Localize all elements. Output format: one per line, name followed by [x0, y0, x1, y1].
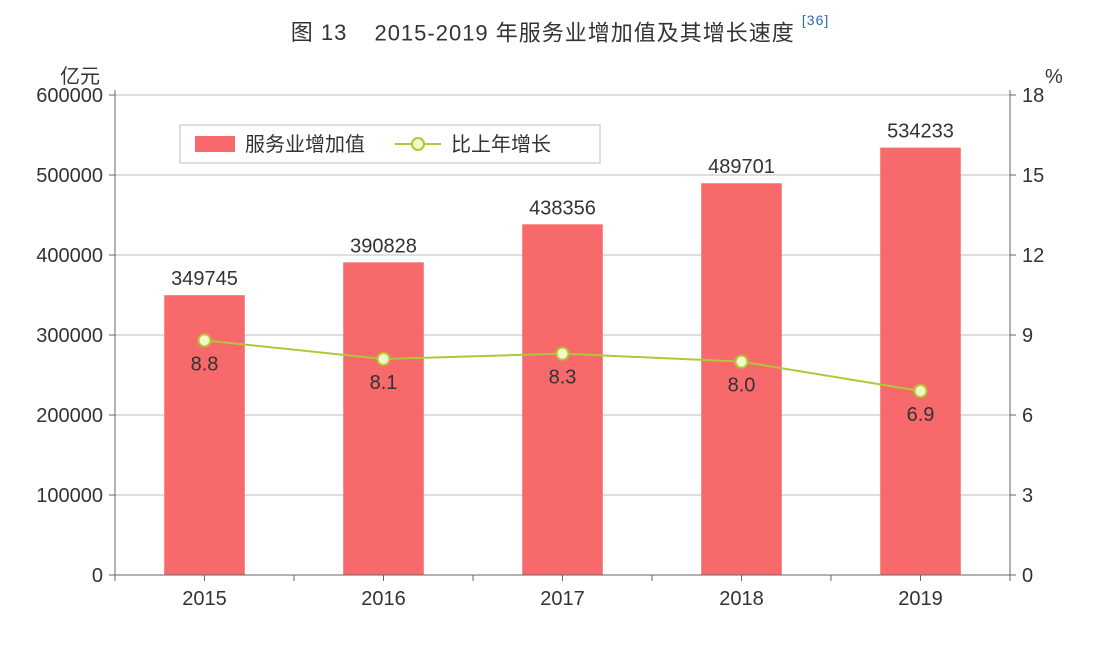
y-left-tick: 400000	[36, 245, 103, 267]
line-value-label: 8.3	[549, 367, 577, 389]
line-marker	[915, 385, 927, 397]
chart-title: 图 13 2015-2019 年服务业增加值及其增长速度 [36]	[0, 12, 1120, 47]
line-marker	[557, 348, 569, 360]
legend-bar-label: 服务业增加值	[245, 133, 365, 156]
line-value-label: 6.9	[907, 404, 935, 426]
x-tick-label: 2015	[182, 588, 227, 610]
y-left-tick: 600000	[36, 85, 103, 107]
legend: 服务业增加值 比上年增长	[180, 125, 600, 163]
bar-value-label: 438356	[529, 197, 596, 219]
bar-value-label: 489701	[708, 156, 775, 178]
y-right-tick: 0	[1022, 565, 1033, 587]
citation-link[interactable]: [36]	[802, 12, 829, 28]
y-left-tick: 300000	[36, 325, 103, 347]
line-value-label: 8.8	[191, 353, 219, 375]
x-tick-label: 2018	[719, 588, 764, 610]
line-value-label: 8.0	[728, 375, 756, 397]
y-right-tick: 6	[1022, 405, 1033, 427]
bar-value-label: 390828	[350, 235, 417, 257]
y-left-tick: 100000	[36, 485, 103, 507]
y-right-tick: 18	[1022, 85, 1044, 107]
bar	[522, 224, 603, 575]
x-tick-label: 2016	[361, 588, 406, 610]
x-tick-label: 2019	[898, 588, 943, 610]
y-left-tick: 200000	[36, 405, 103, 427]
y-right-tick: 12	[1022, 245, 1044, 267]
y-right-tick: 9	[1022, 325, 1033, 347]
y-left-tick: 500000	[36, 165, 103, 187]
bar-value-label: 534233	[887, 121, 954, 143]
combo-chart: 0 0 100000 3 200000 6 300000 9 400000 12 500000 15 6…	[0, 55, 1120, 645]
y-right-tick: 3	[1022, 485, 1033, 507]
line-value-label: 8.1	[370, 372, 398, 394]
line-marker	[199, 334, 211, 346]
chart-wrapper: 图 13 2015-2019 年服务业增加值及其增长速度 [36] 0 0 1000…	[0, 0, 1120, 657]
title-text: 2015-2019 年服务业增加值及其增长速度	[374, 20, 794, 45]
y-right-tick: 15	[1022, 165, 1044, 187]
bar	[343, 262, 424, 575]
bar	[880, 148, 961, 575]
figure-label: 图 13	[291, 20, 348, 45]
bar-value-label: 349745	[171, 268, 238, 290]
x-tick-label: 2017	[540, 588, 585, 610]
y-right-unit: %	[1045, 66, 1063, 88]
legend-line-label: 比上年增长	[451, 133, 551, 156]
y-left-unit: 亿元	[60, 65, 100, 88]
line-marker	[736, 356, 748, 368]
line-marker	[378, 353, 390, 365]
y-left-tick: 0	[92, 565, 103, 587]
